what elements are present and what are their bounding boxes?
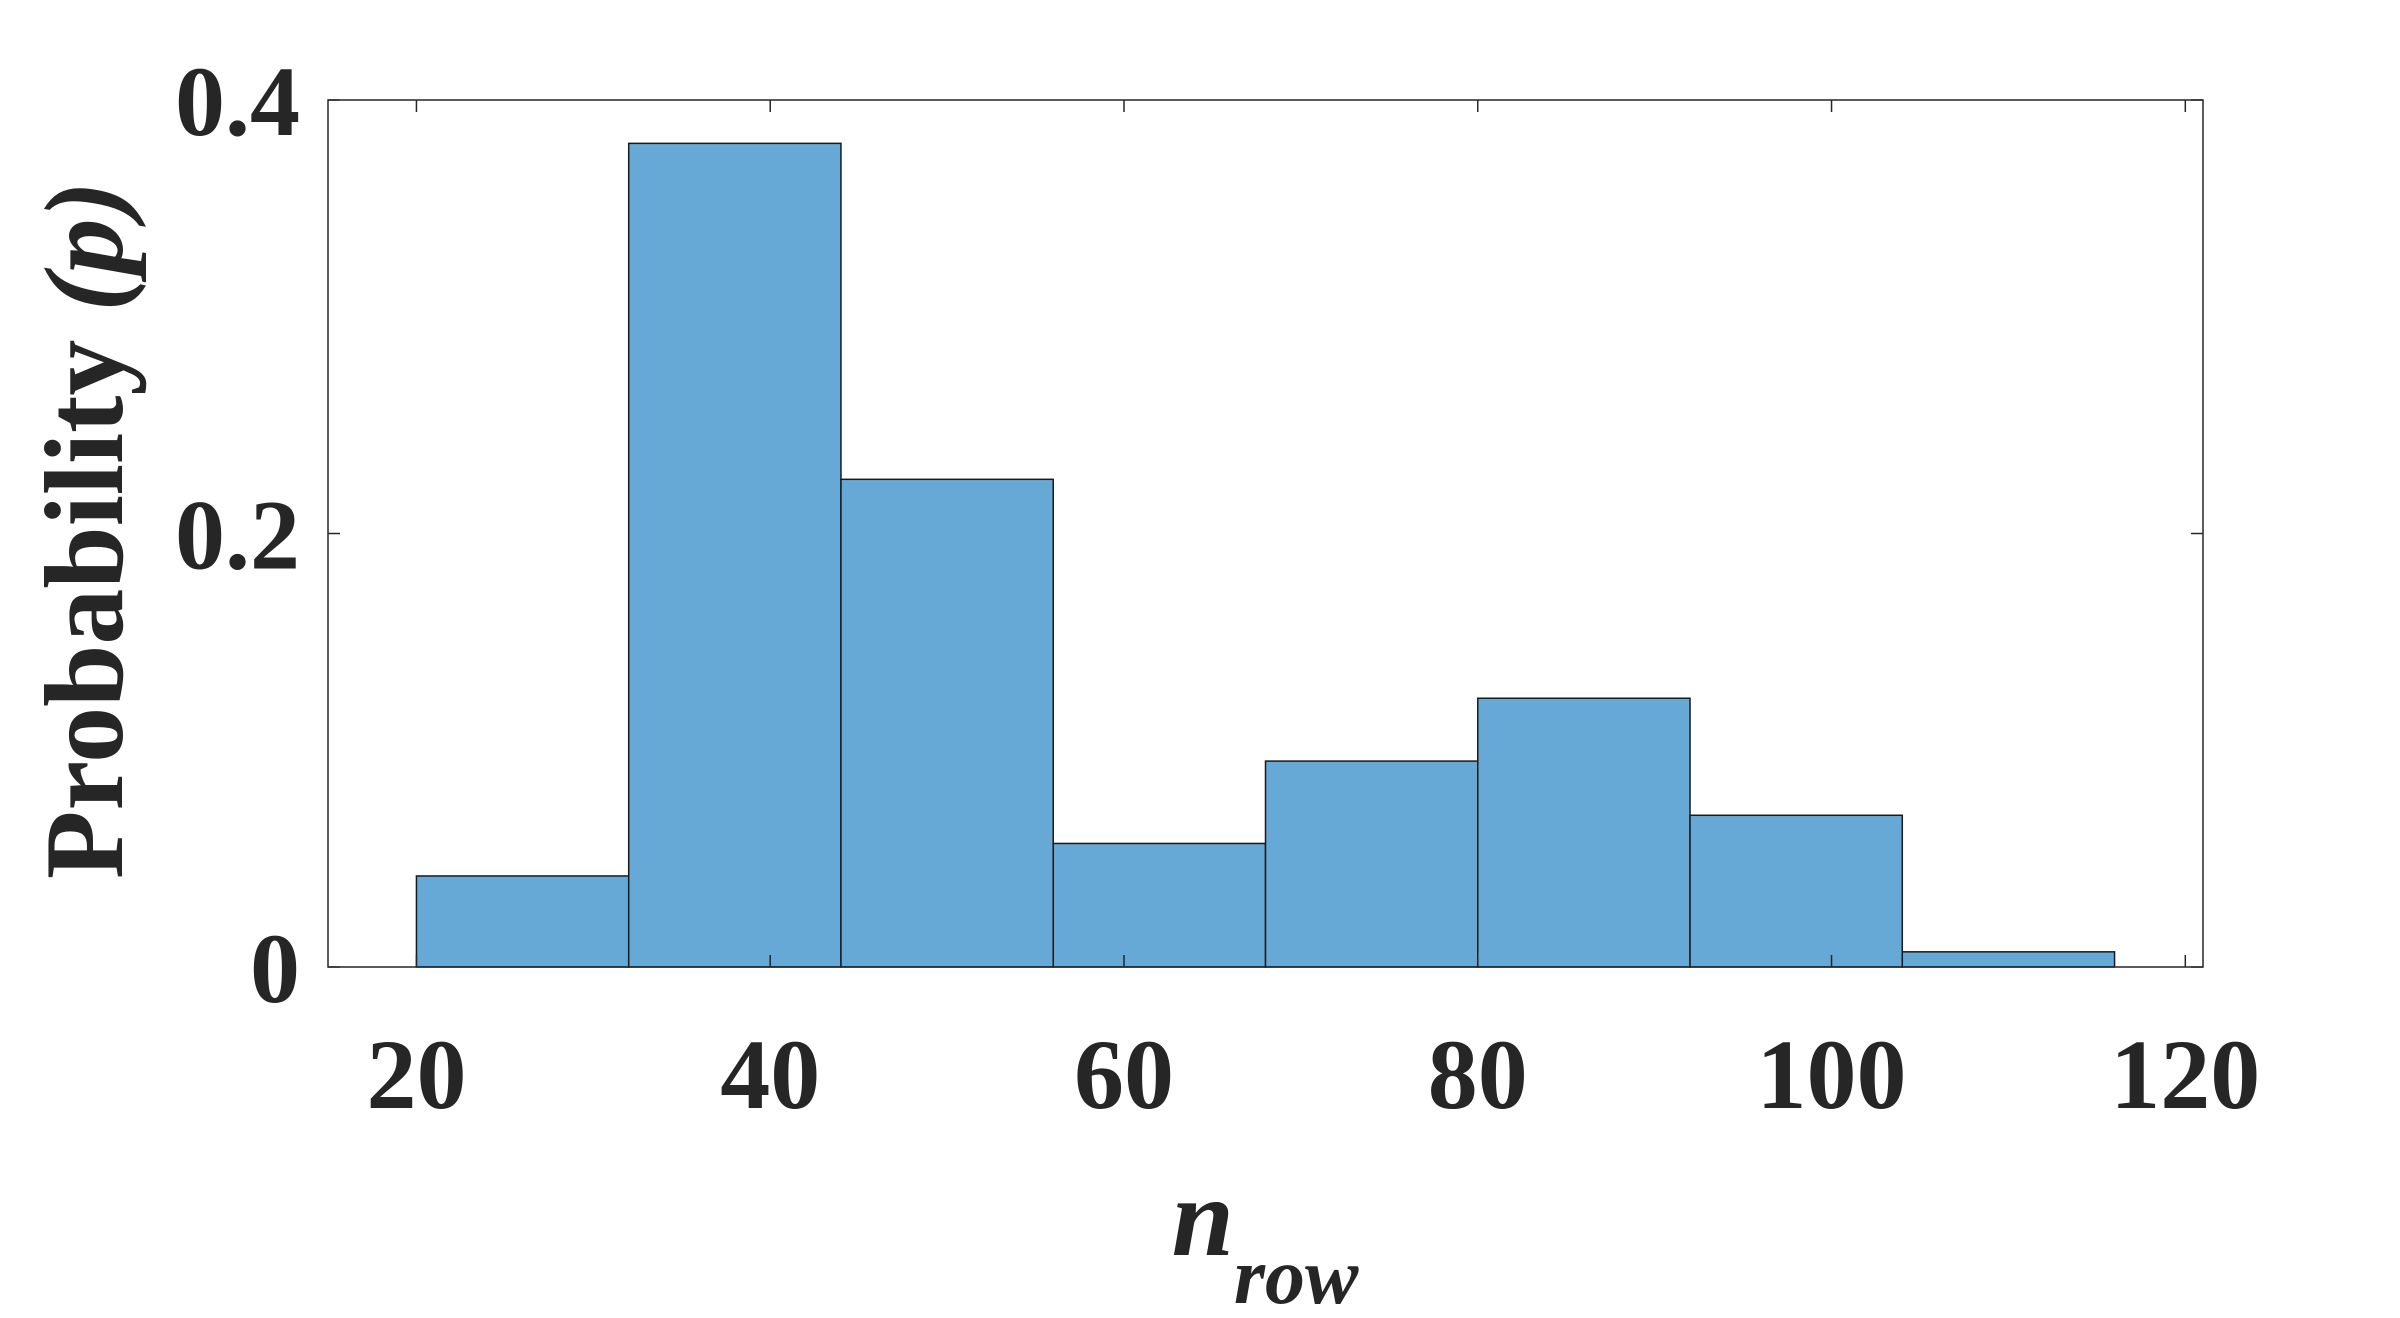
y-axis-label-p: (p) xyxy=(23,181,147,312)
x-axis-label: nrow xyxy=(1172,1156,1359,1318)
x-tick-labels: 20 40 60 80 100 120 xyxy=(366,1019,2260,1130)
x-tick-label: 60 xyxy=(1074,1019,1174,1130)
y-tick-label: 0.4 xyxy=(175,46,300,157)
x-axis-label-main: n xyxy=(1172,1156,1234,1280)
bars-group xyxy=(415,142,2116,968)
histogram-bar xyxy=(627,142,842,968)
x-tick-label: 100 xyxy=(1757,1019,1907,1130)
histogram-bar xyxy=(415,875,630,968)
histogram-bar xyxy=(1901,951,2116,968)
histogram-bar xyxy=(1264,760,1479,968)
x-axis-label-sub: row xyxy=(1234,1233,1359,1318)
y-tick-label: 0 xyxy=(250,913,300,1024)
y-tick-labels: 0 0.2 0.4 xyxy=(175,46,300,1024)
ticks-group xyxy=(328,99,2203,968)
x-tick-label: 80 xyxy=(1428,1019,1528,1130)
histogram-bar xyxy=(1689,814,1904,968)
y-axis-label: Probability (p) xyxy=(23,181,147,879)
histogram-bar xyxy=(1052,842,1267,968)
y-tick-label: 0.2 xyxy=(175,480,300,591)
histogram-bar xyxy=(840,478,1054,968)
x-tick-label: 120 xyxy=(2110,1019,2260,1130)
x-tick-label: 20 xyxy=(366,1019,466,1130)
histogram-bar xyxy=(1477,697,1691,968)
x-tick-label: 40 xyxy=(720,1019,820,1130)
y-axis-label-main: Probability xyxy=(23,312,147,879)
